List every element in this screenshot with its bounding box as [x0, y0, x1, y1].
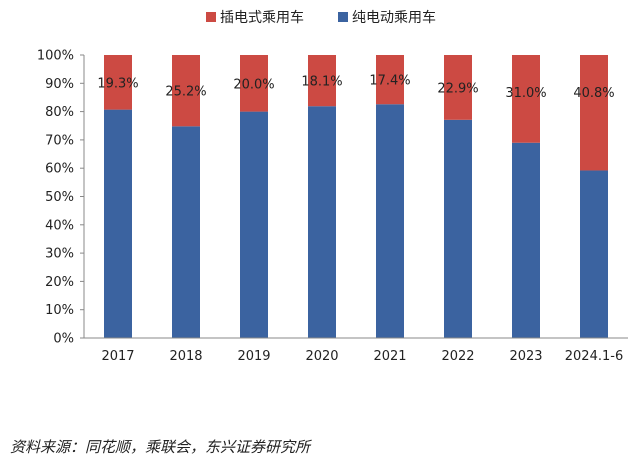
- data-label: 40.8%: [573, 86, 614, 101]
- x-tick-label: 2019: [237, 349, 270, 364]
- y-tick-label: 0%: [53, 332, 74, 347]
- data-label: 22.9%: [437, 81, 478, 96]
- y-tick-label: 40%: [45, 218, 74, 233]
- bar-bev: [308, 106, 336, 339]
- legend-swatch: [206, 12, 216, 22]
- legend-swatch: [338, 12, 348, 22]
- bar-phev: [308, 55, 336, 107]
- legend-label: 插电式乘用车: [220, 9, 304, 26]
- y-tick-label: 50%: [45, 190, 74, 205]
- x-tick-label: 2021: [373, 349, 406, 364]
- data-label: 31.0%: [505, 86, 546, 101]
- data-label: 18.1%: [301, 75, 342, 90]
- y-tick-label: 30%: [45, 247, 74, 262]
- data-label: 20.0%: [233, 77, 274, 92]
- legend: 插电式乘用车 纯电动乘用车: [206, 9, 436, 26]
- bar-phev: [376, 55, 404, 105]
- y-tick-label: 70%: [45, 133, 74, 148]
- bars: [104, 55, 608, 339]
- bar-phev: [172, 55, 200, 127]
- x-tick-label: 2024.1-6: [565, 349, 623, 364]
- y-tick-label: 90%: [45, 77, 74, 92]
- bar-phev: [104, 55, 132, 110]
- bar-phev: [580, 55, 608, 171]
- data-labels: 19.3% 25.2% 20.0% 18.1% 17.4% 22.9% 31.0% 40.8%: [97, 74, 614, 101]
- source-note: 资料来源：同花顺，乘联会，东兴证券研究所: [10, 438, 311, 456]
- y-axis: 0% 10% 20% 30% 40% 50% 60% 70% 80% 90% 100%: [37, 49, 85, 347]
- x-tick-label: 2018: [169, 349, 202, 364]
- x-tick-label: 2017: [101, 349, 134, 364]
- y-tick-label: 100%: [37, 49, 74, 64]
- x-axis: 2017 2018 2019 2020 2021 2022 2023 2024.1-6: [84, 337, 628, 364]
- bar-phev: [512, 55, 540, 143]
- x-tick-label: 2022: [441, 349, 474, 364]
- bar-phev: [240, 55, 268, 112]
- bar-bev: [104, 109, 132, 338]
- bar-phev: [444, 55, 472, 120]
- bar-bev: [512, 142, 540, 338]
- y-tick-label: 60%: [45, 162, 74, 177]
- data-label: 17.4%: [369, 74, 410, 89]
- data-label: 25.2%: [165, 85, 206, 100]
- x-tick-label: 2020: [305, 349, 338, 364]
- bar-bev: [376, 104, 404, 338]
- bar-bev: [580, 170, 608, 338]
- bar-bev: [172, 126, 200, 338]
- bar-bev: [444, 119, 472, 338]
- x-tick-label: 2023: [509, 349, 542, 364]
- bar-bev: [240, 111, 268, 338]
- y-tick-label: 10%: [45, 303, 74, 318]
- legend-label: 纯电动乘用车: [352, 9, 436, 26]
- y-tick-label: 80%: [45, 105, 74, 120]
- data-label: 19.3%: [97, 76, 138, 91]
- y-tick-label: 20%: [45, 275, 74, 290]
